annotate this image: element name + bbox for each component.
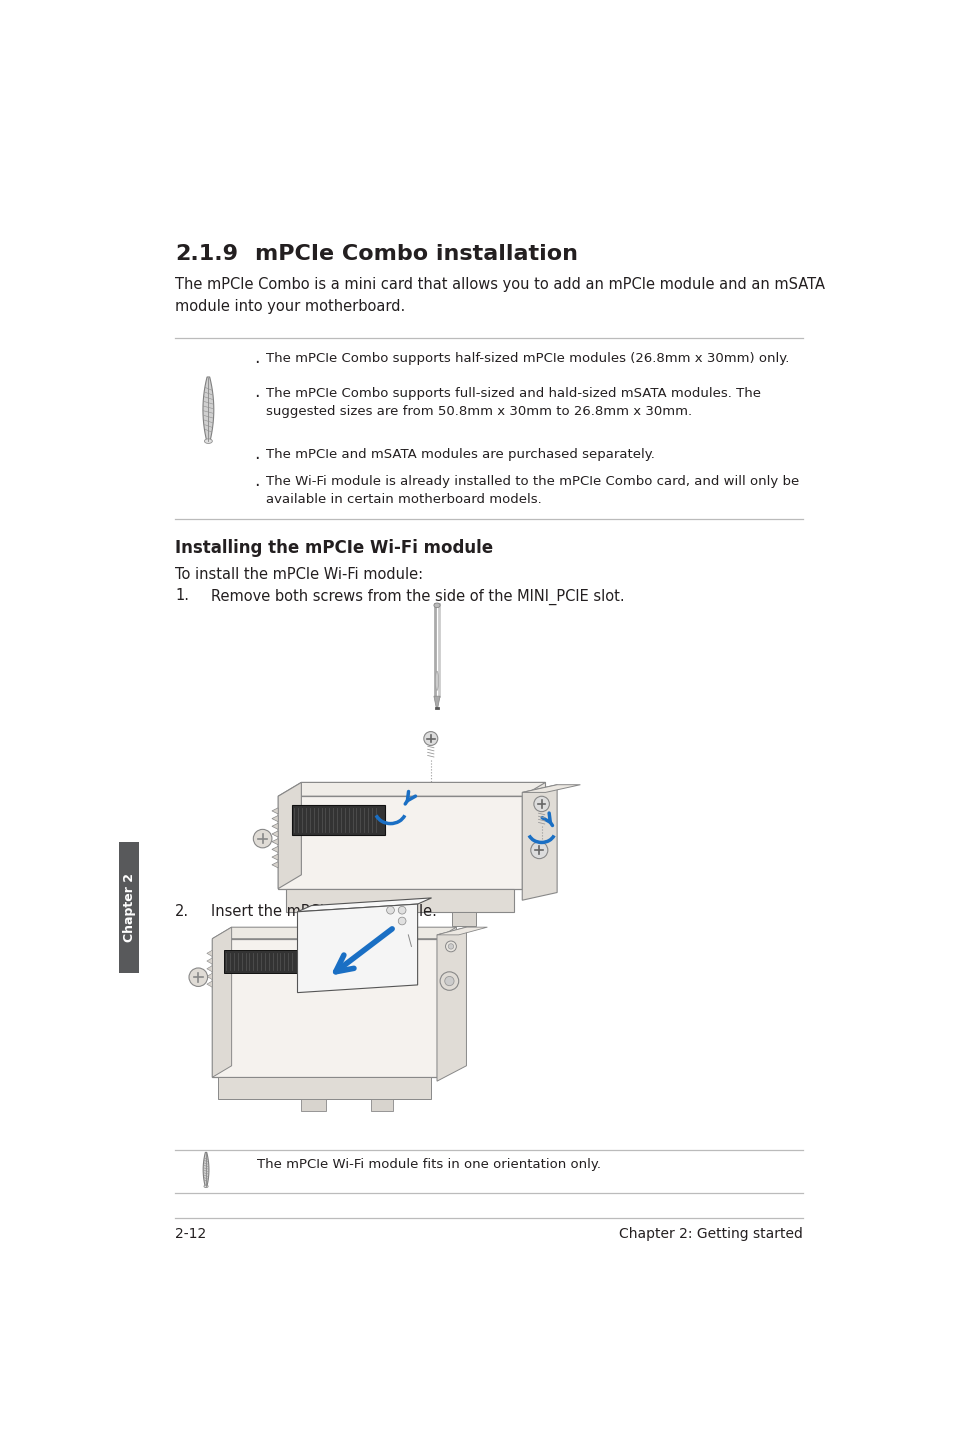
Polygon shape <box>278 797 521 889</box>
Polygon shape <box>272 808 278 814</box>
Text: 2.1.9: 2.1.9 <box>174 244 238 265</box>
Polygon shape <box>452 912 476 926</box>
Polygon shape <box>272 831 278 837</box>
Circle shape <box>397 917 406 925</box>
Text: To install the mPCIe Wi-Fi module:: To install the mPCIe Wi-Fi module: <box>174 567 423 582</box>
Circle shape <box>423 732 437 745</box>
Polygon shape <box>436 928 466 1081</box>
Bar <box>292 805 385 835</box>
Circle shape <box>439 972 458 991</box>
Polygon shape <box>207 958 212 963</box>
Polygon shape <box>272 847 278 853</box>
Bar <box>119 843 139 974</box>
Text: ·: · <box>253 354 259 371</box>
Polygon shape <box>212 928 232 1077</box>
Text: The mPCIe Combo supports half-sized mPCIe modules (26.8mm x 30mm) only.: The mPCIe Combo supports half-sized mPCI… <box>266 352 789 365</box>
Text: Chapter 2: Chapter 2 <box>123 873 135 942</box>
Circle shape <box>397 906 406 915</box>
Polygon shape <box>297 905 417 992</box>
Polygon shape <box>272 838 278 844</box>
Text: The mPCIe Combo is a mini card that allows you to add an mPCIe module and an mSA: The mPCIe Combo is a mini card that allo… <box>174 276 824 313</box>
Bar <box>224 951 301 974</box>
Polygon shape <box>203 1152 209 1186</box>
Text: Installing the mPCIe Wi-Fi module: Installing the mPCIe Wi-Fi module <box>174 539 493 557</box>
Ellipse shape <box>204 1185 208 1188</box>
Polygon shape <box>301 782 545 874</box>
Text: The mPCIe Combo supports full-sized and hald-sized mSATA modules. The
suggested : The mPCIe Combo supports full-sized and … <box>266 387 760 417</box>
Ellipse shape <box>434 603 439 608</box>
Polygon shape <box>272 815 278 821</box>
Text: ·: · <box>253 388 259 406</box>
Polygon shape <box>232 928 456 1066</box>
Circle shape <box>189 968 208 986</box>
Bar <box>301 1099 326 1112</box>
Text: The mPCIe Wi-Fi module fits in one orientation only.: The mPCIe Wi-Fi module fits in one orien… <box>257 1158 600 1171</box>
Text: The mPCIe and mSATA modules are purchased separately.: The mPCIe and mSATA modules are purchase… <box>266 449 655 462</box>
Text: Chapter 2: Getting started: Chapter 2: Getting started <box>618 1228 802 1241</box>
Text: The Wi-Fi module is already installed to the mPCIe Combo card, and will only be
: The Wi-Fi module is already installed to… <box>266 475 799 506</box>
Polygon shape <box>278 782 545 797</box>
Ellipse shape <box>435 672 438 690</box>
Text: Insert the mPCIe Wi-Fi module.: Insert the mPCIe Wi-Fi module. <box>211 905 436 919</box>
Polygon shape <box>521 785 557 900</box>
Circle shape <box>445 940 456 952</box>
Polygon shape <box>286 889 514 912</box>
Polygon shape <box>207 981 212 988</box>
Polygon shape <box>207 951 212 956</box>
Polygon shape <box>434 696 439 707</box>
Text: ·: · <box>253 450 259 467</box>
Polygon shape <box>272 861 278 869</box>
Polygon shape <box>272 823 278 830</box>
Polygon shape <box>272 854 278 860</box>
Polygon shape <box>375 912 402 926</box>
Polygon shape <box>212 939 436 1077</box>
Circle shape <box>386 906 394 915</box>
Bar <box>218 1077 431 1099</box>
Circle shape <box>530 841 547 858</box>
Polygon shape <box>212 928 456 939</box>
Circle shape <box>444 976 454 985</box>
Circle shape <box>253 830 272 848</box>
Text: mPCIe Combo installation: mPCIe Combo installation <box>254 244 578 265</box>
Polygon shape <box>521 785 579 792</box>
Circle shape <box>448 943 454 949</box>
Polygon shape <box>207 974 212 979</box>
Ellipse shape <box>204 439 213 443</box>
Polygon shape <box>297 897 431 912</box>
Text: ·: · <box>253 477 259 495</box>
Bar <box>371 1099 393 1112</box>
Polygon shape <box>278 782 301 889</box>
Text: Remove both screws from the side of the MINI_PCIE slot.: Remove both screws from the side of the … <box>211 588 623 604</box>
Text: 2.: 2. <box>174 905 189 919</box>
Polygon shape <box>203 377 213 443</box>
Text: 1.: 1. <box>174 588 189 604</box>
Text: 2-12: 2-12 <box>174 1228 206 1241</box>
Circle shape <box>534 797 549 811</box>
Polygon shape <box>207 966 212 972</box>
Polygon shape <box>436 928 487 935</box>
